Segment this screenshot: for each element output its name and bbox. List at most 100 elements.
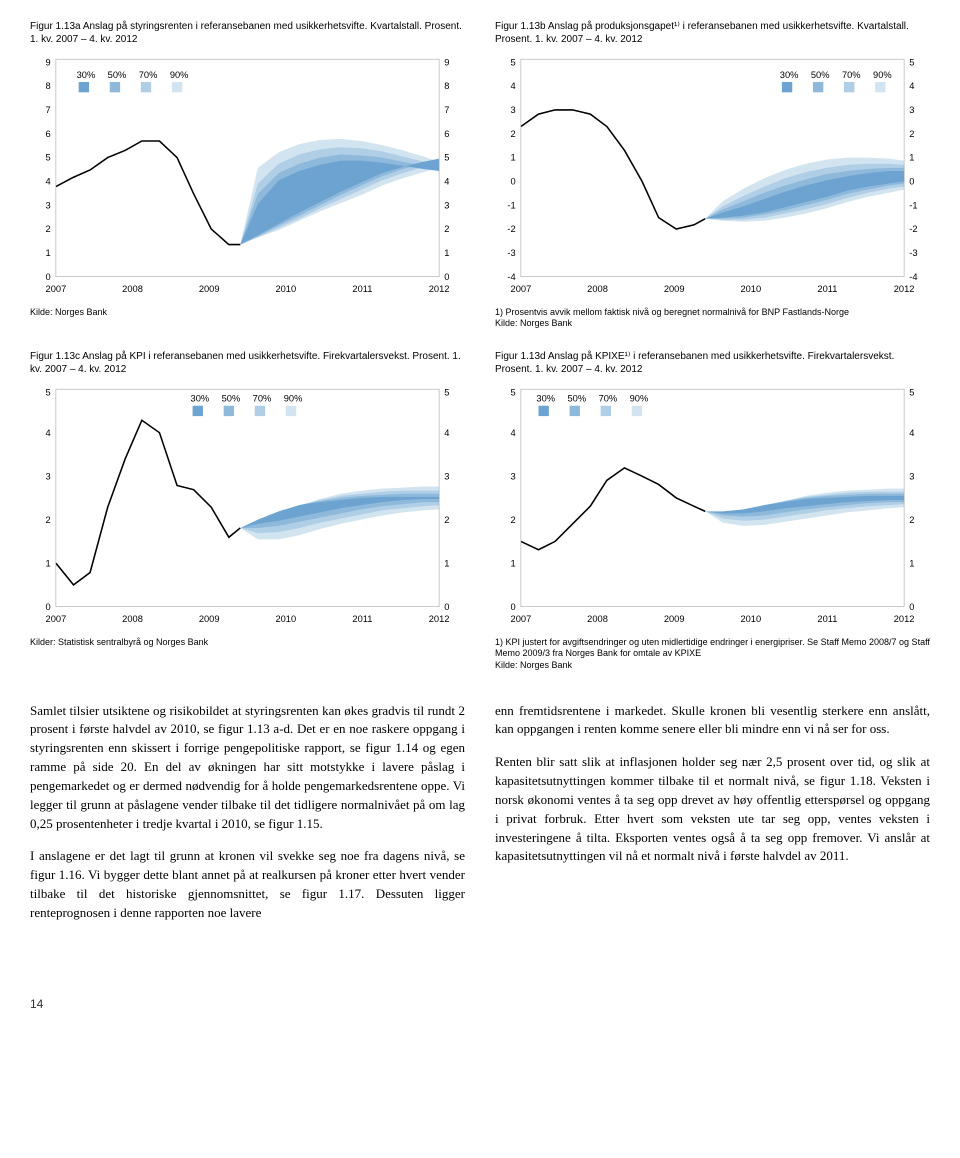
svg-text:9: 9	[46, 57, 51, 67]
chart-footnote: Kilde: Norges Bank	[30, 307, 465, 319]
svg-text:1: 1	[444, 248, 449, 258]
svg-text:2012: 2012	[429, 284, 450, 294]
chart-footnote: 1) Prosentvis avvik mellom faktisk nivå …	[495, 307, 930, 330]
svg-text:2012: 2012	[894, 284, 915, 294]
svg-text:2012: 2012	[429, 614, 450, 624]
svg-text:2: 2	[444, 224, 449, 234]
chart-panel-13c: Figur 1.13c Anslag på KPI i referanseban…	[30, 350, 465, 672]
svg-text:2007: 2007	[511, 614, 532, 624]
svg-text:-1: -1	[909, 200, 917, 210]
svg-text:4: 4	[511, 81, 516, 91]
body-paragraph: enn fremtidsrentene i markedet. Skulle k…	[495, 702, 930, 740]
svg-text:2009: 2009	[199, 284, 220, 294]
svg-text:2008: 2008	[587, 614, 608, 624]
svg-text:50%: 50%	[568, 394, 587, 404]
svg-text:0: 0	[46, 602, 51, 612]
chart-svg-13b: -4-3-2-1012345 -4-3-2-1012345 2007200820…	[495, 54, 930, 303]
svg-text:-2: -2	[507, 224, 515, 234]
svg-text:1: 1	[46, 248, 51, 258]
chart-title: Figur 1.13d Anslag på KPIXE¹⁾ i referans…	[495, 350, 930, 376]
svg-text:2: 2	[444, 515, 449, 525]
svg-text:5: 5	[444, 387, 449, 397]
body-paragraph: Renten blir satt slik at inflasjonen hol…	[495, 753, 930, 866]
svg-text:4: 4	[46, 176, 51, 186]
svg-text:2008: 2008	[122, 284, 143, 294]
svg-text:2: 2	[46, 515, 51, 525]
svg-text:-3: -3	[909, 248, 917, 258]
svg-text:50%: 50%	[811, 70, 830, 80]
svg-text:3: 3	[909, 471, 914, 481]
svg-text:2007: 2007	[511, 284, 532, 294]
svg-text:7: 7	[444, 105, 449, 115]
svg-text:2011: 2011	[352, 284, 372, 294]
svg-text:2010: 2010	[740, 614, 761, 624]
chart-svg-13d: 012345 012345 200720082009201020112012 3…	[495, 384, 930, 633]
svg-text:30%: 30%	[536, 394, 555, 404]
chart-panel-13b: Figur 1.13b Anslag på produksjonsgapet¹⁾…	[495, 20, 930, 330]
svg-text:5: 5	[444, 153, 449, 163]
svg-text:5: 5	[909, 387, 914, 397]
svg-text:4: 4	[46, 428, 51, 438]
svg-text:-4: -4	[507, 272, 515, 282]
svg-text:1: 1	[511, 153, 516, 163]
svg-text:2010: 2010	[740, 284, 761, 294]
svg-text:0: 0	[909, 176, 914, 186]
svg-text:2: 2	[46, 224, 51, 234]
page-number: 14	[30, 997, 930, 1011]
svg-text:2009: 2009	[664, 614, 685, 624]
svg-text:90%: 90%	[170, 70, 189, 80]
svg-text:2010: 2010	[275, 614, 296, 624]
svg-text:4: 4	[909, 428, 914, 438]
body-text-columns: Samlet tilsier utsiktene og risikobildet…	[30, 702, 930, 937]
svg-text:2011: 2011	[817, 284, 837, 294]
svg-text:-1: -1	[507, 200, 515, 210]
svg-text:30%: 30%	[780, 70, 799, 80]
chart-footnote: Kilder: Statistisk sentralbyrå og Norges…	[30, 637, 465, 649]
svg-text:5: 5	[46, 153, 51, 163]
svg-text:2: 2	[511, 129, 516, 139]
svg-text:90%: 90%	[284, 394, 303, 404]
svg-text:70%: 70%	[253, 394, 272, 404]
svg-text:0: 0	[511, 602, 516, 612]
chart-panel-13d: Figur 1.13d Anslag på KPIXE¹⁾ i referans…	[495, 350, 930, 672]
svg-text:-4: -4	[909, 272, 917, 282]
svg-text:1: 1	[511, 558, 516, 568]
chart-title: Figur 1.13b Anslag på produksjonsgapet¹⁾…	[495, 20, 930, 46]
svg-text:1: 1	[909, 558, 914, 568]
body-paragraph: I anslagene er det lagt til grunn at kro…	[30, 847, 465, 922]
svg-text:7: 7	[46, 105, 51, 115]
svg-text:30%: 30%	[77, 70, 96, 80]
svg-text:1: 1	[909, 153, 914, 163]
charts-grid: Figur 1.13a Anslag på styringsrenten i r…	[30, 20, 930, 672]
chart-svg-13a: 0123456789 0123456789 200720082009201020…	[30, 54, 465, 303]
svg-text:90%: 90%	[630, 394, 649, 404]
svg-text:3: 3	[511, 105, 516, 115]
svg-text:2: 2	[511, 515, 516, 525]
chart-title: Figur 1.13c Anslag på KPI i referanseban…	[30, 350, 465, 376]
chart-footnote: 1) KPI justert for avgiftsendringer og u…	[495, 637, 930, 672]
svg-text:0: 0	[511, 176, 516, 186]
svg-text:3: 3	[46, 471, 51, 481]
svg-text:2009: 2009	[664, 284, 685, 294]
chart-title: Figur 1.13a Anslag på styringsrenten i r…	[30, 20, 465, 46]
svg-text:0: 0	[444, 272, 449, 282]
body-right-column: enn fremtidsrentene i markedet. Skulle k…	[495, 702, 930, 937]
svg-text:70%: 70%	[139, 70, 158, 80]
svg-text:8: 8	[444, 81, 449, 91]
svg-text:5: 5	[46, 387, 51, 397]
body-paragraph: Samlet tilsier utsiktene og risikobildet…	[30, 702, 465, 834]
svg-text:2007: 2007	[46, 614, 67, 624]
svg-text:5: 5	[909, 57, 914, 67]
svg-text:3: 3	[46, 200, 51, 210]
svg-text:5: 5	[511, 57, 516, 67]
svg-text:-3: -3	[507, 248, 515, 258]
svg-text:2009: 2009	[199, 614, 220, 624]
svg-text:2: 2	[909, 515, 914, 525]
svg-text:2010: 2010	[275, 284, 296, 294]
svg-text:30%: 30%	[191, 394, 210, 404]
svg-text:1: 1	[46, 558, 51, 568]
svg-text:2008: 2008	[122, 614, 143, 624]
svg-text:2007: 2007	[46, 284, 67, 294]
svg-text:90%: 90%	[873, 70, 892, 80]
svg-text:5: 5	[511, 387, 516, 397]
